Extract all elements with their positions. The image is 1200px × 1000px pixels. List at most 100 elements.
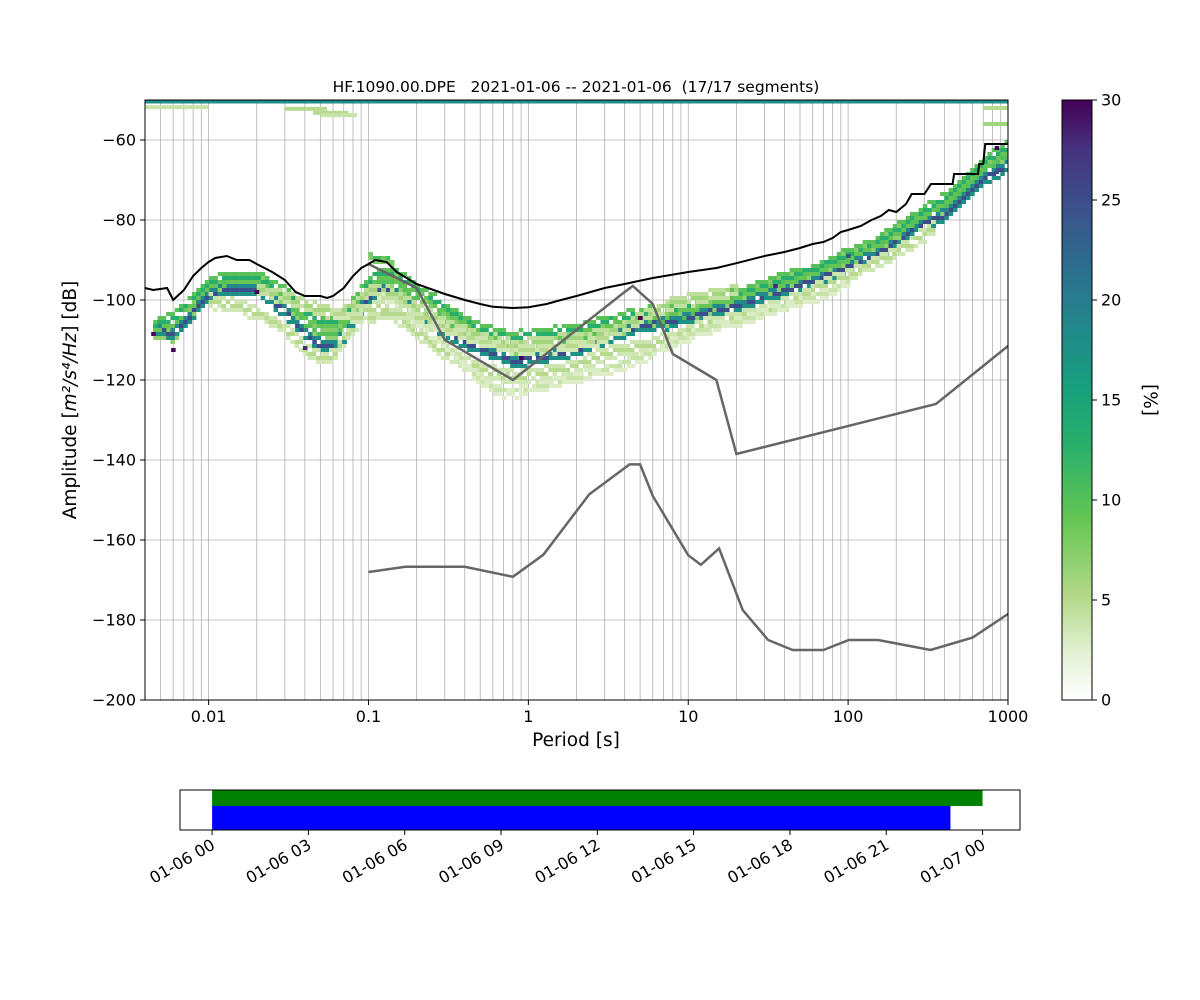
psd-cell [312, 328, 317, 332]
psd-cell [824, 260, 829, 264]
psd-cell [793, 292, 798, 296]
psd-cell [849, 264, 855, 268]
psd-cell [217, 300, 222, 304]
psd-cell [678, 336, 683, 340]
psd-cell [509, 380, 515, 384]
psd-cell [755, 284, 760, 288]
psd-cell [411, 304, 416, 308]
psd-cell [815, 264, 820, 268]
psd-cell [437, 308, 442, 312]
psd-cell [458, 352, 463, 356]
psd-cell [514, 336, 519, 340]
psd-cell [230, 272, 236, 276]
psd-cell [836, 252, 842, 256]
psd-cell [724, 312, 730, 316]
psd-cell [553, 332, 558, 336]
psd-cell [170, 324, 175, 328]
psd-cell [574, 376, 580, 380]
psd-cell [208, 292, 214, 296]
psd-cell [806, 276, 812, 280]
psd-cell [467, 320, 472, 324]
psd-cell [350, 320, 355, 324]
psd-cell [814, 284, 820, 288]
psd-cell [617, 328, 623, 332]
psd-cell [742, 292, 747, 296]
psd-cell [269, 280, 274, 284]
psd-cell [407, 308, 412, 312]
psd-cell [733, 308, 739, 312]
psd-cell [329, 328, 334, 332]
psd-cell [811, 272, 816, 276]
psd-cell [807, 296, 812, 300]
psd-cell [496, 344, 501, 348]
psd-cell [901, 220, 906, 224]
psd-cell [411, 296, 416, 300]
psd-cell [530, 348, 536, 352]
psd-cell [716, 308, 721, 312]
psd-cell [940, 212, 945, 216]
psd-cell [381, 292, 386, 296]
psd-cell [531, 388, 537, 392]
psd-cell [940, 192, 945, 196]
psd-cell [905, 224, 911, 228]
psd-cell [243, 292, 248, 296]
psd-cell [493, 392, 498, 396]
psd-cell [978, 176, 984, 180]
psd-cell [884, 248, 889, 252]
psd-cell [440, 328, 445, 332]
psd-cell [510, 348, 515, 352]
psd-cell [466, 332, 471, 336]
psd-cell [333, 320, 339, 324]
psd-cell [746, 308, 751, 312]
psd-cell [363, 284, 369, 288]
psd-cell [733, 300, 739, 304]
psd-cell [286, 324, 291, 328]
psd-cell [673, 296, 679, 300]
psd-cell [987, 172, 992, 176]
psd-cell [978, 172, 984, 176]
psd-cell [622, 324, 627, 328]
psd-cell [716, 316, 721, 320]
psd-cell [471, 320, 476, 324]
psd-cell [432, 300, 438, 304]
psd-cell [514, 356, 519, 360]
psd-cell [1000, 144, 1005, 148]
psd-cell [613, 324, 619, 328]
psd-cell [1000, 152, 1005, 156]
psd-cell [853, 276, 859, 280]
psd-cell [738, 300, 743, 304]
psd-cell [617, 336, 623, 340]
psd-cell [479, 336, 484, 340]
psd-cell [703, 316, 708, 320]
psd-cell [621, 352, 626, 356]
psd-cell [519, 384, 524, 388]
psd-cell [776, 288, 782, 292]
psd-cell [896, 244, 902, 248]
psd-cell [927, 220, 932, 224]
psd-cell [587, 360, 592, 364]
psd-cell [729, 288, 734, 292]
psd-density [145, 100, 1008, 400]
psd-cell [892, 248, 897, 252]
psd-cell [463, 364, 468, 368]
psd-cell [948, 208, 954, 212]
psd-cell [772, 312, 778, 316]
psd-cell [213, 280, 218, 284]
psd-cell [458, 364, 463, 368]
psd-cell [401, 316, 407, 320]
psd-cell [368, 280, 373, 284]
psd-cell [716, 292, 722, 296]
psd-cell [320, 332, 326, 336]
psd-cell [854, 256, 859, 260]
psd-cell [751, 316, 756, 320]
psd-cell [423, 332, 429, 336]
psd-cell [608, 356, 613, 360]
psd-cell [161, 328, 167, 332]
psd-cell [987, 180, 992, 184]
psd-cell [527, 332, 532, 336]
psd-cell [742, 288, 747, 292]
psd-cell [397, 308, 402, 312]
psd-cell [497, 328, 502, 332]
psd-cell [238, 300, 244, 304]
psd-cell [183, 320, 188, 324]
